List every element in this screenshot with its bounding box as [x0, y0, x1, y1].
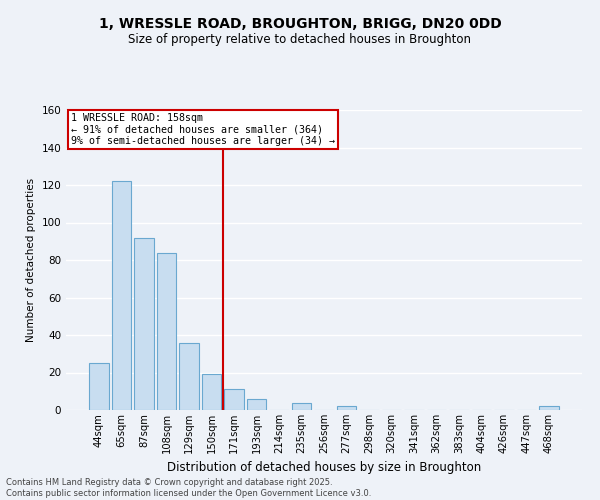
Bar [247, 399, 266, 410]
Bar [224, 390, 244, 410]
Text: 1, WRESSLE ROAD, BROUGHTON, BRIGG, DN20 0DD: 1, WRESSLE ROAD, BROUGHTON, BRIGG, DN20 … [98, 18, 502, 32]
Bar [134, 238, 154, 410]
Y-axis label: Number of detached properties: Number of detached properties [26, 178, 36, 342]
Bar [112, 181, 131, 410]
Bar [202, 374, 221, 410]
Bar [292, 402, 311, 410]
Text: Size of property relative to detached houses in Broughton: Size of property relative to detached ho… [128, 32, 472, 46]
Text: 1 WRESSLE ROAD: 158sqm
← 91% of detached houses are smaller (364)
9% of semi-det: 1 WRESSLE ROAD: 158sqm ← 91% of detached… [71, 113, 335, 146]
X-axis label: Distribution of detached houses by size in Broughton: Distribution of detached houses by size … [167, 462, 481, 474]
Bar [179, 342, 199, 410]
Text: Contains HM Land Registry data © Crown copyright and database right 2025.
Contai: Contains HM Land Registry data © Crown c… [6, 478, 371, 498]
Bar [89, 363, 109, 410]
Bar [157, 252, 176, 410]
Bar [539, 406, 559, 410]
Bar [337, 406, 356, 410]
